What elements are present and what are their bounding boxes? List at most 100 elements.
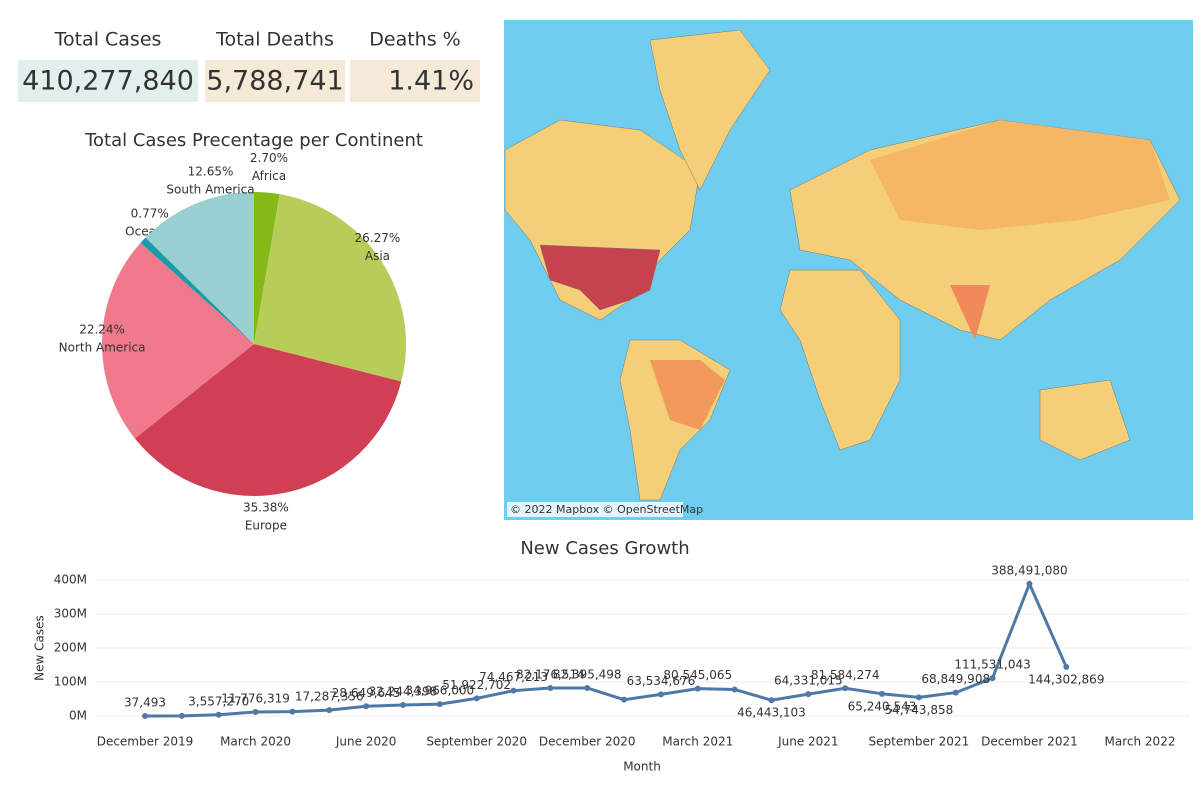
x-tick-label: June 2020 [335, 735, 397, 749]
x-tick-label: June 2021 [777, 735, 839, 749]
data-label: 51,922,702 [442, 678, 511, 692]
map: © 2022 Mapbox © OpenStreetMap [504, 20, 1193, 520]
data-label: 46,443,103 [737, 706, 806, 720]
x-tick-label: September 2021 [869, 735, 970, 749]
data-label: 32,244,398 [369, 685, 438, 699]
pie-slice [145, 192, 254, 344]
slice-label: Asia [365, 249, 390, 263]
slice-value-label: 2.70% [250, 151, 288, 165]
kpi-label: Total Cases [54, 29, 162, 51]
x-tick-label: September 2020 [426, 735, 527, 749]
data-label: 17,287,356 [295, 690, 364, 704]
data-label: 111,531,043 [954, 658, 1030, 672]
pie-slice [140, 237, 254, 344]
data-label: 65,240,543 [848, 699, 917, 713]
point [952, 689, 959, 696]
point [768, 697, 775, 704]
africa [779, 269, 901, 451]
data-label: 82,176,514 [516, 668, 585, 682]
slice-value-label: 0.77% [131, 207, 169, 221]
x-tick-label: December 2021 [981, 735, 1078, 749]
y-tick-label: 300M [54, 607, 87, 621]
kpi-value: 410,277,840 [22, 66, 194, 97]
point [178, 712, 185, 719]
data-label: 68,849,908 [921, 672, 990, 686]
x-tick-label: March 2022 [1105, 735, 1176, 749]
data-label: 388,491,080 [991, 563, 1067, 577]
point [547, 685, 554, 692]
line-title: New Cases Growth [520, 538, 689, 559]
kpi-label: Total Deaths [215, 29, 334, 51]
y-tick-label: 400M [54, 573, 87, 587]
point [657, 691, 664, 698]
x-tick-label: December 2019 [97, 735, 194, 749]
kpi-value: 1.41% [388, 66, 474, 97]
data-label: 144,302,869 [1028, 672, 1104, 686]
data-label: 34,966,000 [405, 684, 474, 698]
data-label: 80,545,065 [663, 668, 732, 682]
data-label: 28,649,645 [332, 686, 401, 700]
x-axis-title: Month [623, 760, 661, 774]
usa [539, 244, 661, 311]
kpi-box [205, 60, 345, 102]
pie-slice [101, 242, 254, 439]
data-label: 81,584,274 [811, 668, 880, 682]
pie-slice [254, 192, 280, 344]
australia [1039, 379, 1131, 461]
kpi-box [350, 60, 480, 102]
slice-value-label: 22.24% [79, 322, 125, 336]
slice-value-label: 35.38% [243, 501, 289, 515]
y-tick-label: 200M [54, 641, 87, 655]
point [326, 707, 333, 714]
point [731, 686, 738, 693]
kpi-box [18, 60, 198, 102]
data-label: 3,557,270 [188, 694, 249, 708]
kpi-value: 5,788,741 [206, 66, 343, 97]
slice-label: North America [59, 340, 146, 354]
point [1026, 580, 1033, 587]
slice-value-label: 12.65% [188, 164, 234, 178]
data-label: 64,331,015 [774, 674, 843, 688]
x-tick-label: December 2020 [539, 735, 636, 749]
brazil [650, 360, 725, 430]
pie-title: Total Cases Precentage per Continent [84, 130, 423, 151]
india [950, 285, 990, 340]
data-label: 74,467,213 [479, 670, 548, 684]
point [215, 711, 222, 718]
point [473, 695, 480, 702]
point [915, 694, 922, 701]
point [363, 703, 370, 710]
pie-slice [254, 194, 406, 382]
point [510, 687, 517, 694]
point [584, 684, 591, 691]
map-attribution: © 2022 Mapbox © OpenStreetMap [510, 503, 703, 516]
point [842, 685, 849, 692]
point [694, 685, 701, 692]
russia [870, 120, 1170, 230]
point [436, 701, 443, 708]
kpi-label: Deaths % [369, 29, 460, 51]
data-label: 11,776,319 [221, 691, 290, 705]
point [879, 690, 886, 697]
data-label: 54,743,858 [885, 703, 954, 717]
x-tick-label: March 2021 [662, 735, 733, 749]
slice-value-label: 26.27% [355, 231, 401, 245]
data-label: 82,395,498 [553, 667, 622, 681]
point [805, 691, 812, 698]
y-axis-title: New Cases [33, 615, 47, 681]
point [989, 675, 996, 682]
slice-label: South America [166, 182, 254, 196]
y-tick-label: 0M [69, 709, 87, 723]
slice-label: Europe [245, 519, 287, 533]
point [252, 708, 259, 715]
y-tick-label: 100M [54, 675, 87, 689]
point [289, 708, 296, 715]
point [142, 712, 148, 719]
point [1063, 663, 1070, 670]
greenland [649, 29, 771, 191]
point [621, 696, 628, 703]
data-label: 63,534,676 [627, 674, 696, 688]
pie-slice [134, 344, 402, 496]
slice-label: Africa [252, 169, 286, 183]
